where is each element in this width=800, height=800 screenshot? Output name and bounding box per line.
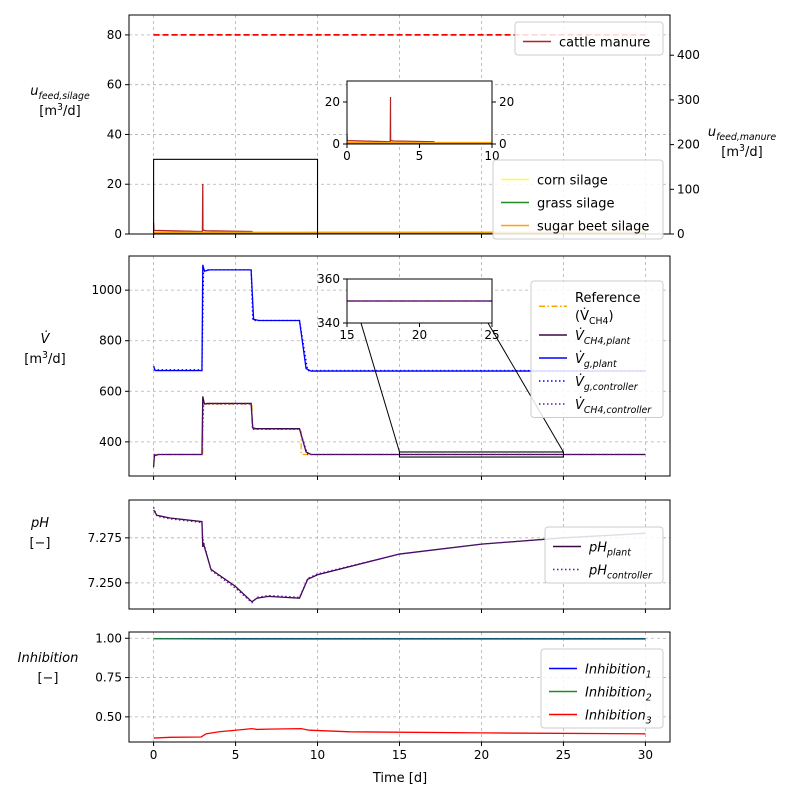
y-axis-label-inhibition: [−]	[37, 671, 58, 686]
y-tick-label: 0.50	[95, 710, 122, 724]
y-tick-label: 80	[107, 28, 122, 42]
legend-box	[530, 280, 664, 418]
inset-x-tick-label: 15	[339, 328, 354, 342]
x-tick-label: 25	[556, 748, 571, 762]
series-line-ph	[153, 509, 646, 603]
legend-label: (V̇CH4)	[575, 309, 614, 327]
y-tick-label: 400	[99, 435, 122, 449]
labels-layer: ufeed,silage​[m3/d]ufeed,manure​[m3/d]V̇…	[18, 84, 777, 686]
inset-y-tick-label: 340	[317, 316, 340, 330]
legend-label: corn silage	[537, 174, 608, 189]
inset-x-tick-label: 0	[343, 149, 351, 163]
inset-y-tick-label: 360	[317, 272, 340, 286]
y-axis-label-inhibition: Inhibition	[18, 651, 79, 666]
x-axis-label: Time [d]	[372, 771, 427, 786]
legend-box	[514, 21, 664, 56]
series-line-flow	[152, 264, 646, 372]
legend-label: V̇g,plant​	[575, 352, 617, 370]
y-tick-label: 1000	[91, 283, 122, 297]
inset-x-tick-label: 25	[484, 328, 499, 342]
zoom-box-flow	[398, 451, 564, 458]
y-axis-label-feed: [m3/d]	[39, 102, 80, 119]
y-tick-label: 40	[107, 127, 122, 141]
x-tick-label: 10	[310, 748, 325, 762]
y-tick-label: 20	[107, 177, 122, 191]
legends-layer: cattle manure corn silage grass silage suga…	[492, 21, 664, 729]
legend-feed: cattle manure	[514, 21, 664, 56]
y-right-tick-label: 100	[677, 182, 700, 196]
legend-label: V̇CH4,plant​	[575, 329, 631, 347]
legend-label: pHcontroller​	[588, 564, 653, 582]
series-line-inhibition	[153, 727, 646, 739]
y-axis-label-feed: ufeed,silage​	[30, 84, 90, 102]
inset-y-right-tick-label: 20	[499, 95, 514, 109]
y-right-axis-label: ufeed,manure​	[708, 125, 776, 143]
legend-ph: pHplant​ pHcontroller​	[544, 526, 664, 584]
series-line-ph	[152, 506, 646, 604]
zoom-connector	[487, 322, 564, 453]
x-tick-label: 30	[638, 748, 653, 762]
legend-inhibition: Inhibition1​ Inhibition2​ Inhibition3​	[540, 648, 664, 729]
series-line-flow	[153, 269, 646, 372]
x-tick-label: 5	[232, 748, 240, 762]
legend-label: Inhibition2​	[585, 686, 652, 704]
inset-x-tick-label: 10	[484, 149, 499, 163]
legend-label: pHplant​	[588, 541, 631, 559]
series-line-flow	[153, 403, 646, 456]
legend-label: Inhibition3​	[585, 709, 652, 727]
y-tick-label: 0	[114, 227, 122, 241]
y-right-tick-label: 300	[677, 93, 700, 107]
legend-label: Reference	[575, 291, 640, 306]
inset-y-right-tick-label: 0	[499, 137, 507, 151]
inset-y-tick-label: 20	[325, 95, 340, 109]
y-tick-label: 0.75	[95, 671, 122, 685]
y-tick-label: 7.250	[88, 576, 122, 590]
y-tick-label: 7.275	[88, 531, 122, 545]
legend-box	[492, 159, 664, 240]
y-axis-label-ph: [−]	[29, 536, 50, 551]
inset-x-tick-label: 20	[412, 328, 427, 342]
y-axis-label-flow: [m3/d]	[24, 350, 65, 367]
y-right-axis-label: [m3/d]	[721, 143, 762, 160]
y-tick-label: 800	[99, 334, 122, 348]
inset-x-tick-label: 5	[416, 149, 424, 163]
y-axis-label-ph: pH	[30, 516, 49, 531]
y-right-tick-label: 400	[677, 48, 700, 62]
legend-label: V̇CH4,controller​	[575, 398, 652, 416]
ticks-layer: 020406080010020030040040060080010007.250…	[88, 28, 700, 762]
legend-label: sugar beet silage	[537, 220, 649, 235]
zoom-connector	[360, 322, 400, 453]
y-right-tick-label: 200	[677, 138, 700, 152]
legend-label: V̇g,controller​	[575, 375, 639, 393]
y-tick-label: 1.00	[95, 631, 122, 645]
inset-flow: 15 20 25 340 360	[317, 272, 500, 342]
legend-feed: corn silage grass silage sugar beet silage	[492, 159, 664, 240]
legend-label: Inhibition1​	[585, 663, 652, 681]
legend-label: cattle manure	[559, 36, 650, 51]
inset-y-tick-label: 0	[332, 137, 340, 151]
x-tick-label: 0	[150, 748, 158, 762]
data-layer	[152, 34, 646, 739]
y-tick-label: 60	[107, 78, 122, 92]
y-tick-label: 600	[99, 384, 122, 398]
x-tick-label: 15	[392, 748, 407, 762]
y-right-tick-label: 0	[677, 227, 685, 241]
legend-label: grass silage	[537, 197, 614, 212]
x-tick-label: 20	[474, 748, 489, 762]
legend-flow: Reference (V̇CH4) V̇CH4,plant​ V̇g,plant​ V̇…	[530, 280, 664, 418]
y-axis-label-flow: V̇	[41, 332, 51, 347]
